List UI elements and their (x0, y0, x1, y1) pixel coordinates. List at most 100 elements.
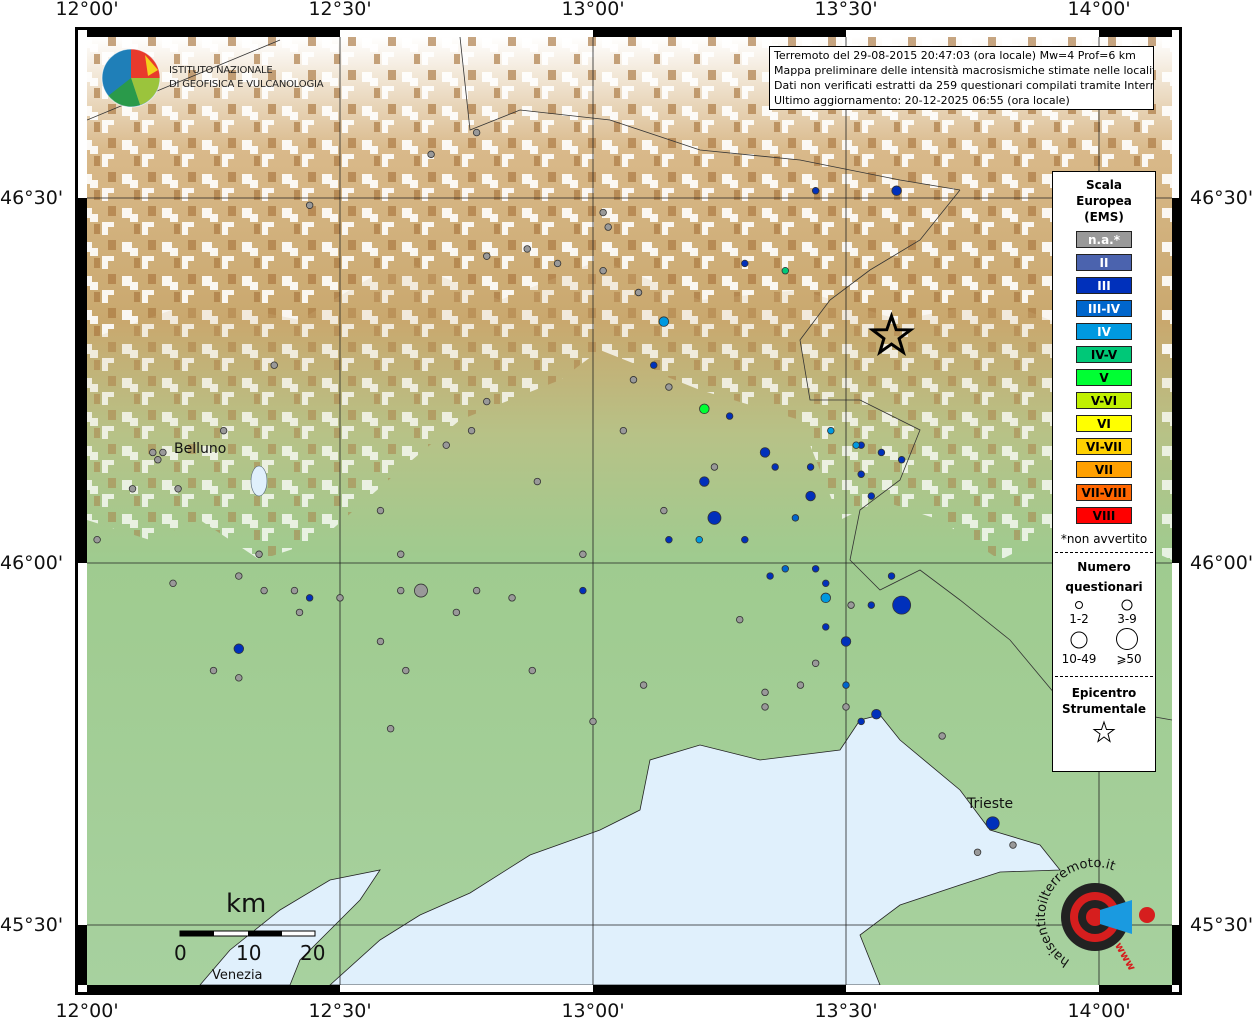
intensity-point (796, 681, 805, 689)
intensity-point (771, 463, 779, 471)
intensity-point (766, 572, 774, 580)
intensity-point (842, 681, 850, 689)
intensity-point (736, 615, 744, 624)
intensity-point (174, 485, 182, 493)
info-line: Mappa preliminare delle intensità macros… (774, 64, 1154, 77)
intensity-point (1009, 841, 1017, 849)
divider (1055, 676, 1153, 677)
lon-label-bottom: 14°00' (1067, 1000, 1131, 1022)
intensity-point (472, 128, 481, 137)
legend-class-viii: VIII (1076, 507, 1132, 524)
divider (1055, 552, 1153, 553)
lon-label-top: 13°00' (561, 0, 625, 20)
intensity-point (533, 477, 542, 486)
intensity-point (665, 383, 673, 391)
intensity-point (305, 594, 314, 602)
legend-note: *non avvertito (1060, 532, 1148, 546)
intensity-point (235, 572, 243, 580)
intensity-point (660, 506, 668, 515)
intensity-point (741, 259, 749, 268)
intensity-point (589, 717, 597, 726)
scale-bar (179, 930, 316, 937)
intensity-point (523, 245, 531, 253)
intensity-point (290, 586, 299, 595)
intensity-point (154, 456, 162, 464)
intensity-point (128, 485, 137, 493)
frame-ticks (78, 30, 1179, 992)
legend-class-na: n.a.* (1076, 231, 1132, 248)
size-legend: 1-2 3-9 10-49 ⩾50 (1062, 599, 1142, 666)
intensity-point (822, 623, 830, 631)
scale-label-10: 10 (236, 941, 262, 965)
intensity-point (852, 441, 860, 449)
intensity-point (235, 674, 243, 682)
size-circle-1-2 (1075, 601, 1083, 609)
intensity-point (877, 448, 886, 457)
scale-label-20: 20 (300, 941, 326, 965)
legend-title-3: (EMS) (1084, 210, 1124, 224)
intensity-point (508, 594, 516, 602)
lat-label-right: 46°00' (1190, 552, 1254, 574)
count-title-1: Numero (1077, 560, 1131, 574)
intensity-point (805, 490, 816, 502)
intensity-point (386, 725, 395, 733)
place-trieste: Trieste (967, 796, 1014, 812)
legend-title-1: Scala (1085, 178, 1123, 192)
intensity-point (260, 586, 268, 595)
size-label: 10-49 (1062, 652, 1097, 666)
lake (250, 465, 268, 497)
legend-class-vii-viii: VII-VIII (1076, 484, 1132, 501)
border (87, 37, 1172, 721)
intensity-point (811, 187, 820, 195)
intensity-point (295, 608, 304, 617)
place-belluno: Belluno (174, 441, 227, 457)
intensity-point (811, 565, 820, 573)
intensity-point (699, 476, 710, 487)
intensity-point (985, 816, 1000, 831)
ingv-logo (101, 48, 161, 108)
lat-label-left: 46°30' (0, 187, 64, 209)
legend-class-vi-vii: VI-VII (1076, 438, 1132, 455)
legend-class-iii-iv: III-IV (1076, 300, 1132, 317)
intensity-point (639, 681, 648, 689)
intensity-point (699, 403, 710, 415)
intensity-point (427, 150, 435, 159)
haisentito-logo: haisentitoilterremoto.it (1034, 856, 1155, 970)
intensity-point (820, 592, 831, 604)
legend-class-iii: III (1076, 277, 1132, 294)
epi-title-2: Strumentale (1061, 702, 1147, 716)
intensity-point (867, 601, 875, 609)
legend: Scala Europea (EMS) n.a.* II III III-IV IV IV… (1052, 171, 1156, 772)
intensity-point (822, 579, 830, 588)
lat-label-right: 46°30' (1190, 187, 1254, 209)
logo-line2: DI GEOFISICA E VULCANOLOGIA (169, 79, 324, 90)
info-line: Ultimo aggiornamento: 20-12-2025 06:55 (… (774, 94, 1070, 107)
intensity-point (376, 637, 385, 646)
intensity-point (604, 223, 612, 231)
intensity-point (811, 659, 820, 667)
lat-label-left: 45°30' (0, 914, 64, 936)
lon-label-top: 12°30' (308, 0, 372, 20)
intensity-point (402, 666, 410, 675)
lon-label-top: 12°00' (55, 0, 119, 20)
intensity-point (376, 506, 385, 515)
intensity-point (781, 267, 789, 275)
intensity-point (255, 550, 263, 558)
size-label: 3-9 (1117, 612, 1137, 626)
size-circle-50 (1116, 628, 1138, 650)
intensity-point (761, 688, 769, 697)
intensity-point (781, 565, 789, 573)
legend-class-v: V (1076, 369, 1132, 386)
intensity-point (806, 463, 815, 471)
legend-class-iv-v: IV-V (1076, 346, 1132, 363)
legend-class-v-vi: V-VI (1076, 392, 1132, 409)
intensity-point (599, 267, 607, 275)
intensity-point (938, 732, 946, 740)
intensity-point (897, 456, 906, 464)
intensity-point (219, 426, 228, 435)
intensity-point (658, 316, 670, 327)
intensity-point (93, 535, 101, 544)
lagoon (199, 869, 381, 985)
intensity-point (827, 426, 835, 435)
intensity-point (871, 708, 882, 720)
